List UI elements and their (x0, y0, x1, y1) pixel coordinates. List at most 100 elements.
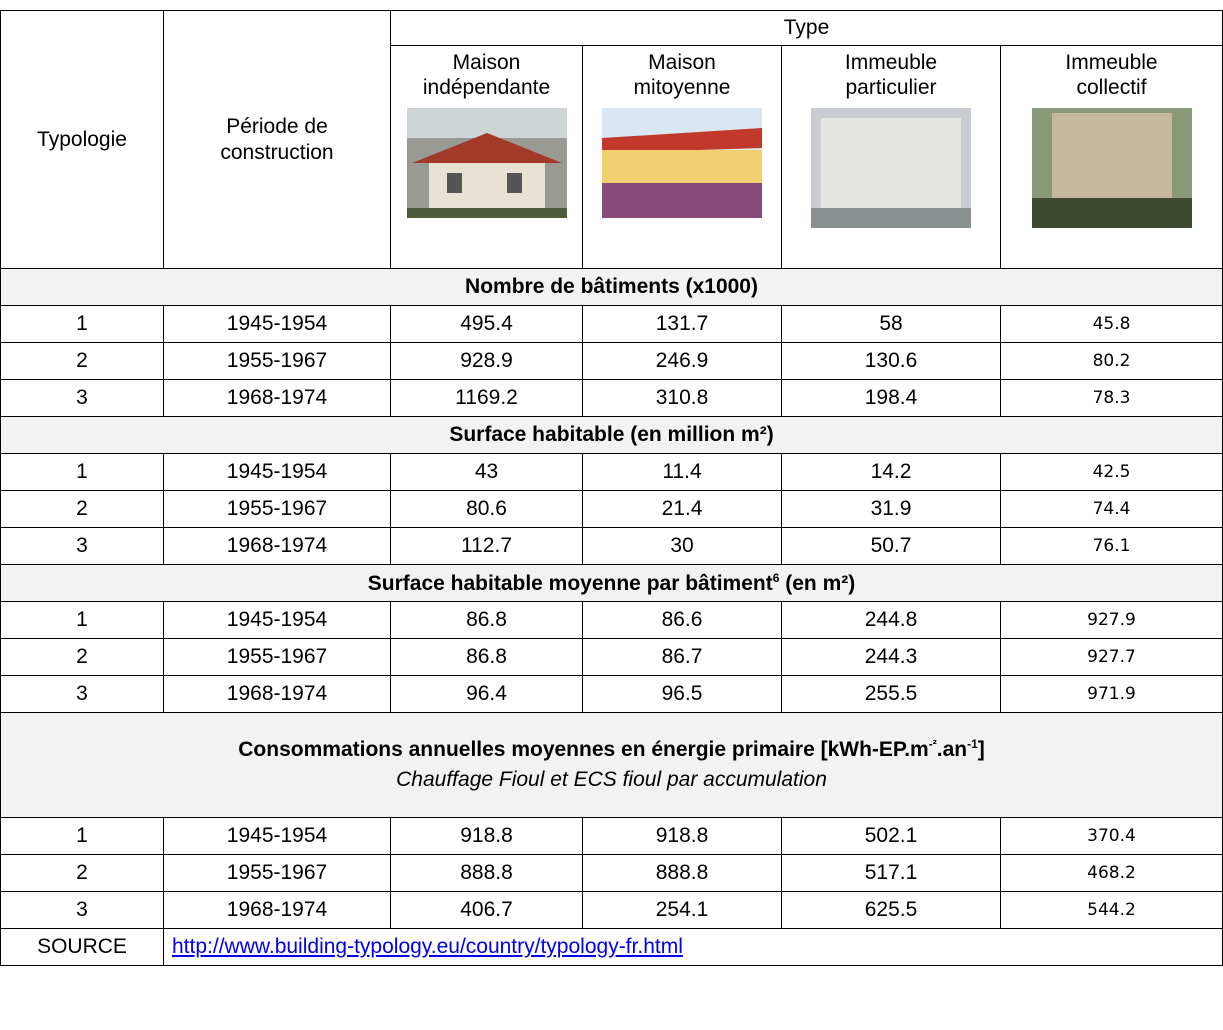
cell: 31.9 (782, 491, 1001, 528)
cell: 198.4 (782, 380, 1001, 417)
cell: 50.7 (782, 528, 1001, 565)
cell: 45.8 (1001, 306, 1223, 343)
cell: 244.8 (782, 602, 1001, 639)
header-line: Immeuble (1065, 51, 1157, 74)
cell: 130.6 (782, 343, 1001, 380)
cell: 1945-1954 (164, 602, 391, 639)
header-line: indépendante (423, 76, 550, 99)
cell: 74.4 (1001, 491, 1223, 528)
cell: 42.5 (1001, 454, 1223, 491)
cell: 58 (782, 306, 1001, 343)
cell: 96.4 (391, 676, 583, 713)
cell: 112.7 (391, 528, 583, 565)
cell: 86.8 (391, 602, 583, 639)
cell: 1968-1974 (164, 528, 391, 565)
cell: 1945-1954 (164, 454, 391, 491)
section-title: Consommations annuelles moyennes en éner… (1, 713, 1223, 818)
cell: 244.3 (782, 639, 1001, 676)
cell: 2 (1, 491, 164, 528)
title-part: Surface habitable (en million m²) (449, 423, 773, 446)
cell: 246.9 (583, 343, 782, 380)
cell: 1955-1967 (164, 343, 391, 380)
cell: 86.7 (583, 639, 782, 676)
cell: 86.6 (583, 602, 782, 639)
header-line: Immeuble (845, 51, 937, 74)
title-part: (en m²) (779, 572, 855, 595)
cell: 927.7 (1001, 639, 1223, 676)
typology-table: Typologie Période deconstruction Type Ma… (0, 10, 1223, 966)
header-line: Période de (226, 115, 328, 138)
cell: 86.8 (391, 639, 583, 676)
cell: 80.6 (391, 491, 583, 528)
section-title: Nombre de bâtiments (x1000) (1, 269, 1223, 306)
cell: 96.5 (583, 676, 782, 713)
section-title: Surface habitable moyenne par bâtiment6 … (1, 565, 1223, 602)
house-image (407, 108, 567, 218)
cell: 310.8 (583, 380, 782, 417)
cell: 1955-1967 (164, 639, 391, 676)
cell: 370.4 (1001, 818, 1223, 855)
data-row: 31968-197496.496.5255.5971.9 (1, 676, 1223, 713)
cell: 1 (1, 306, 164, 343)
cell: 1968-1974 (164, 380, 391, 417)
header-cell: Période de construction (164, 11, 391, 269)
cell: 918.8 (583, 818, 782, 855)
section-title: Surface habitable (en million m²) (1, 417, 1223, 454)
cell: 131.7 (583, 306, 782, 343)
house-image (602, 108, 762, 218)
header-line: construction (220, 141, 333, 164)
cell: 406.7 (391, 892, 583, 929)
cell: 1945-1954 (164, 306, 391, 343)
cell: 502.1 (782, 818, 1001, 855)
header-line: Maison (648, 51, 716, 74)
cell: 80.2 (1001, 343, 1223, 380)
title-part: -² (929, 737, 937, 751)
cell: 927.9 (1001, 602, 1223, 639)
title-part: Nombre de bâtiments (x1000) (465, 275, 758, 298)
title-part: -1 (967, 737, 978, 751)
cell: 1968-1974 (164, 892, 391, 929)
source-link[interactable]: http://www.building-typology.eu/country/… (172, 935, 683, 958)
section-row: Nombre de bâtiments (x1000) (1, 269, 1223, 306)
cell: 928.9 (391, 343, 583, 380)
header-line: particulier (845, 76, 936, 99)
cell: 14.2 (782, 454, 1001, 491)
cell: 11.4 (583, 454, 782, 491)
header-line: mitoyenne (634, 76, 731, 99)
header-cell: Typologie (1, 11, 164, 269)
cell: 888.8 (391, 855, 583, 892)
cell: 625.5 (782, 892, 1001, 929)
building-image (1032, 108, 1192, 228)
title-part: .an (937, 738, 967, 761)
cell: 1945-1954 (164, 818, 391, 855)
cell: 1169.2 (391, 380, 583, 417)
section-subtitle: Chauffage Fioul et ECS fioul par accumul… (1, 765, 1222, 795)
cell: 495.4 (391, 306, 583, 343)
data-row: 21955-1967928.9246.9130.680.2 (1, 343, 1223, 380)
cell: 21.4 (583, 491, 782, 528)
cell: 1955-1967 (164, 491, 391, 528)
title-part: ] (978, 738, 985, 761)
header-line: Maison (453, 51, 521, 74)
section-row: Surface habitable (en million m²) (1, 417, 1223, 454)
cell: 3 (1, 676, 164, 713)
cell: 1 (1, 454, 164, 491)
cell: 468.2 (1001, 855, 1223, 892)
data-row: 31968-1974112.73050.776.1 (1, 528, 1223, 565)
cell: 3 (1, 380, 164, 417)
cell: 30 (583, 528, 782, 565)
cell: 1 (1, 602, 164, 639)
